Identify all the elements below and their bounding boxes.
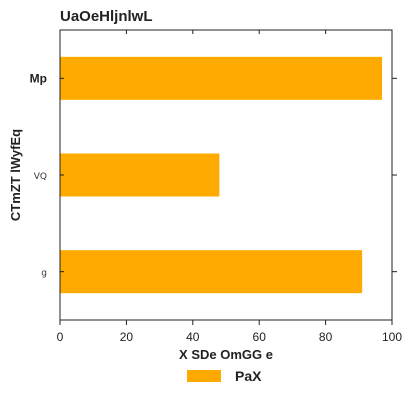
x-tick-label: 80: [319, 330, 333, 344]
x-axis: 0 20 40 60 80 100: [57, 30, 402, 344]
legend-swatch: [187, 370, 221, 382]
bar-g: [60, 250, 363, 294]
y-tick-label: VQ: [34, 172, 47, 182]
plot-frame: [59, 29, 393, 321]
x-tick-label: 60: [253, 330, 267, 344]
x-tick-label: 20: [120, 330, 134, 344]
y-axis-label: CTmZT lWyfEq: [8, 129, 23, 221]
x-axis-label: X SDe OmGG e: [179, 347, 273, 362]
x-tick-label: 100: [382, 330, 402, 344]
y-tick-label: Mp: [30, 71, 47, 85]
bars-layer: [60, 56, 383, 294]
x-tick-label: 0: [57, 330, 64, 344]
legend-label: PaX: [235, 368, 262, 384]
bar-VQ: [60, 153, 220, 197]
chart-title: UaOeHljnlwL: [60, 8, 153, 25]
x-tick-label: 40: [186, 330, 200, 344]
bar-Mp: [60, 56, 383, 100]
legend: PaX: [187, 368, 262, 384]
y-tick-label: g: [41, 269, 47, 279]
y-axis: Mp VQ g: [30, 71, 397, 279]
